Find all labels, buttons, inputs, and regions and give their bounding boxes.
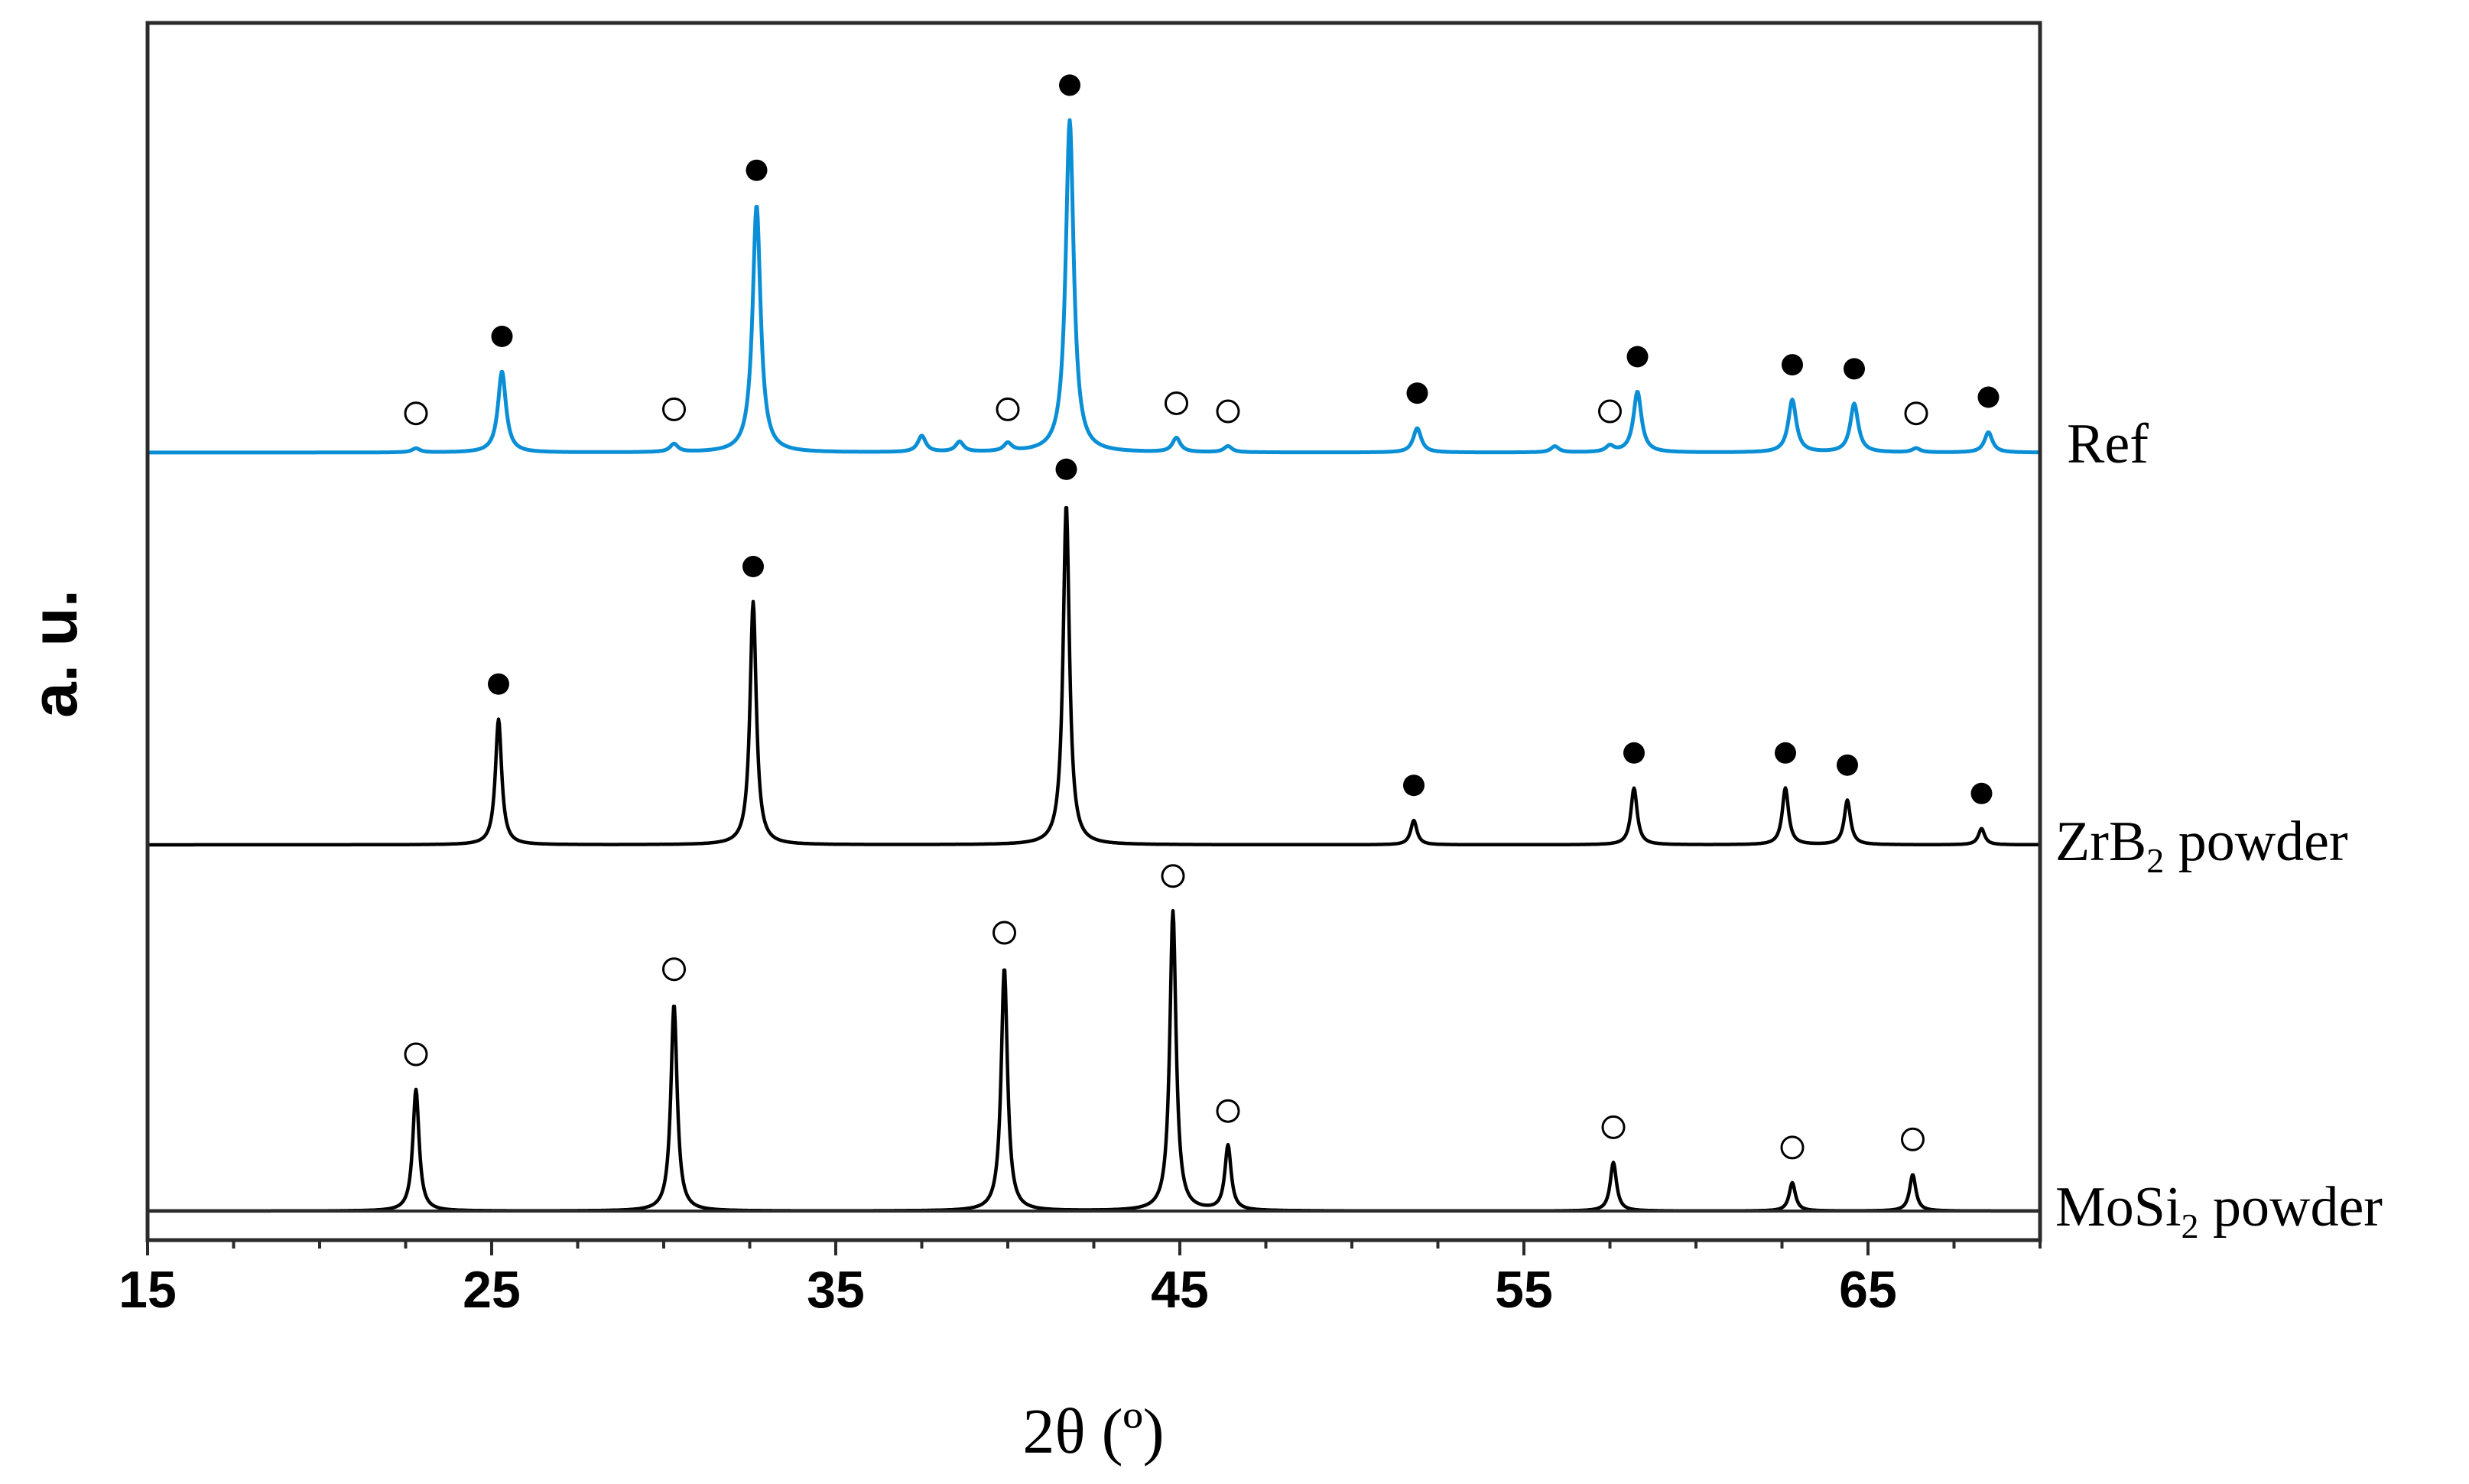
- mosi2-peak-marker: [1901, 1127, 1925, 1151]
- series-label-2: MoSi2 powder: [2055, 1176, 2383, 1245]
- x-axis-title: 2θ (º): [1022, 1396, 1164, 1467]
- zrb2-peak-marker: [746, 159, 768, 181]
- x-tick-label: 35: [807, 1261, 865, 1319]
- zrb2-peak-marker: [742, 556, 764, 577]
- mosi2-peak-marker: [1780, 1135, 1805, 1160]
- x-tick-label: 45: [1151, 1261, 1209, 1319]
- zrb2-peak-marker: [1837, 754, 1858, 776]
- x-axis: 15 25 35 45 55 65: [119, 1210, 2042, 1319]
- mosi2-peak-marker: [404, 401, 428, 426]
- zrb2-peak-marker: [1403, 774, 1425, 797]
- plot-frame: [145, 21, 2042, 1242]
- zrb2-peak-marker: [491, 326, 513, 347]
- zrb2-peak-marker: [488, 673, 509, 695]
- mosi2-peak-marker: [1216, 399, 1240, 424]
- phase-markers-layer: [404, 74, 2000, 1160]
- zrb2-peak-marker: [1970, 782, 1993, 804]
- mosi2-peak-marker: [992, 921, 1016, 945]
- series-label-1: ZrB2 powder: [2055, 810, 2348, 880]
- zrb2-peak-marker: [1059, 74, 1080, 96]
- mosi2-peak-marker: [996, 397, 1020, 421]
- mosi2-peak-marker: [1601, 1115, 1626, 1139]
- mosi2-peak-marker: [1165, 391, 1188, 415]
- mosi2-peak-marker: [1216, 1099, 1240, 1123]
- mosi2-peak-marker: [662, 397, 686, 421]
- x-tick-label: 55: [1495, 1261, 1553, 1319]
- zrb2-peak-marker: [1623, 742, 1645, 764]
- series-trace-2: [148, 908, 2040, 1213]
- mosi2-peak-marker: [404, 1042, 428, 1067]
- traces-layer: [148, 118, 2040, 1213]
- series-label-0: Ref: [2067, 413, 2149, 476]
- zrb2-peak-marker: [1626, 346, 1649, 368]
- x-tick-label: 25: [463, 1261, 521, 1319]
- series-labels-layer: Ref ZrB2 powder MoSi2 powder: [2055, 413, 2383, 1245]
- mosi2-peak-marker: [1598, 399, 1622, 424]
- zrb2-peak-marker: [1406, 382, 1428, 404]
- x-tick-label: 65: [1839, 1261, 1897, 1319]
- mosi2-peak-marker: [1904, 401, 1928, 426]
- series-trace-0: [148, 118, 2040, 455]
- zrb2-peak-marker: [1977, 386, 2000, 408]
- mosi2-peak-marker: [662, 957, 686, 982]
- zrb2-peak-marker: [1844, 358, 1865, 380]
- series-trace-1: [148, 505, 2040, 847]
- zrb2-peak-marker: [1055, 458, 1077, 480]
- zrb2-peak-marker: [1782, 354, 1803, 376]
- zrb2-peak-marker: [1775, 742, 1796, 764]
- y-axis-title: a. u.: [18, 589, 90, 718]
- mosi2-peak-marker: [1161, 864, 1185, 888]
- x-tick-label: 15: [119, 1261, 177, 1319]
